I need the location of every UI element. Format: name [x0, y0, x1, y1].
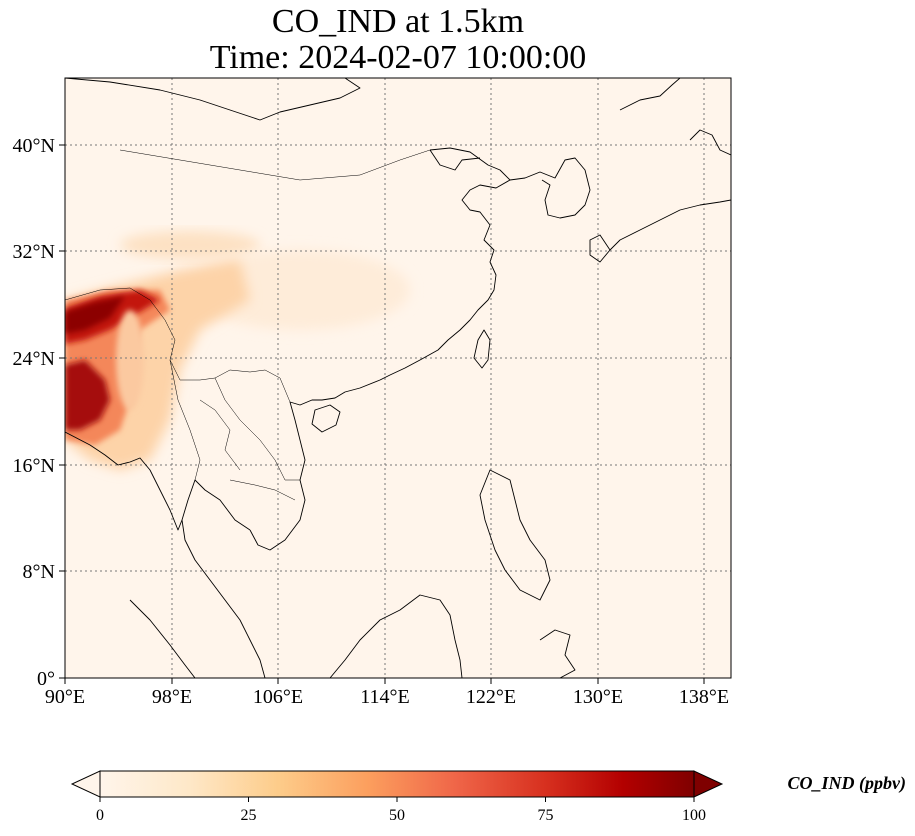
- border-cambodia: [229, 479, 296, 501]
- lat-tick-label: 16°N: [13, 455, 55, 477]
- plume-faint-band: [120, 231, 260, 259]
- colorbar-tick-label: 0: [96, 807, 104, 824]
- lon-tick-label: 106°E: [253, 686, 303, 708]
- coast-sulawesi: [539, 629, 576, 678]
- coast-sumatra: [129, 599, 196, 678]
- lat-tick-label: 40°N: [13, 135, 55, 157]
- coast-bohai: [429, 149, 481, 171]
- coast-japan-honshu: [609, 199, 731, 251]
- lon-axis: 90°E 98°E 106°E 114°E 122°E 130°E 138°E: [45, 678, 729, 708]
- map-frame: [64, 77, 732, 679]
- lon-tick-label: 130°E: [573, 686, 623, 708]
- lon-tick-label: 98°E: [152, 686, 192, 708]
- colorbar-extend-high: [693, 770, 724, 798]
- border-india-china: [65, 287, 151, 301]
- lon-tick-label: 114°E: [360, 686, 409, 708]
- coast-gulf-thailand: [181, 479, 266, 678]
- lat-tick-label: 8°N: [23, 561, 55, 583]
- lat-tick-label: 24°N: [13, 348, 55, 370]
- plume-light-streak: [116, 310, 144, 410]
- lon-tick-label: 122°E: [466, 686, 516, 708]
- colorbar-body: [99, 770, 695, 798]
- colorbar: 0 25 50 75 100 CO_IND (ppbv): [70, 770, 907, 824]
- coast-borneo: [329, 594, 463, 678]
- plume-region-high: [65, 290, 160, 344]
- country-borders: [65, 149, 431, 501]
- coast-myanmar: [65, 431, 183, 531]
- coast-siberia-top: [65, 78, 361, 121]
- lon-tick-label: 90°E: [45, 686, 85, 708]
- colorbar-extend-low: [70, 770, 101, 798]
- plume-region-peak: [65, 296, 125, 334]
- coast-vietnam: [249, 401, 306, 551]
- lat-tick-label: 32°N: [13, 241, 55, 263]
- lat-tick-label: 0°: [37, 668, 55, 690]
- border-myanmar-thailand: [169, 359, 201, 481]
- coast-philippines: [479, 469, 551, 601]
- colorbar-tick-label: 50: [389, 807, 405, 824]
- map-panel: [64, 77, 732, 679]
- colorbar-label: CO_IND (ppbv): [788, 773, 907, 794]
- colorbar-tick-label: 25: [241, 807, 257, 824]
- coast-taiwan: [473, 329, 491, 369]
- coastlines: [65, 78, 731, 678]
- map-title: CO_IND at 1.5km: [271, 3, 525, 40]
- coast-mainland-china: [289, 147, 511, 406]
- colorbar-tick-label: 100: [682, 807, 706, 824]
- coast-sakhalin-east: [619, 78, 681, 111]
- lon-tick-label: 138°E: [679, 686, 729, 708]
- coast-korea: [509, 157, 591, 219]
- plume-region-core: [65, 360, 110, 430]
- concentration-field: [65, 231, 410, 470]
- border-china-myanmar: [149, 299, 291, 403]
- lat-axis: 0° 8°N 16°N 24°N 32°N 40°N: [13, 135, 65, 690]
- coast-japan-kyushu: [589, 234, 611, 263]
- colorbar-tick-label: 75: [538, 807, 554, 824]
- border-mongolia: [119, 149, 431, 181]
- coast-japan-north: [689, 129, 731, 156]
- coast-hainan: [311, 404, 341, 433]
- border-laos: [214, 377, 300, 481]
- plume-faint-east: [190, 250, 410, 330]
- map-subtitle-time: Time: 2024-02-07 10:00:00: [209, 39, 587, 76]
- border-thailand-laos: [199, 399, 241, 471]
